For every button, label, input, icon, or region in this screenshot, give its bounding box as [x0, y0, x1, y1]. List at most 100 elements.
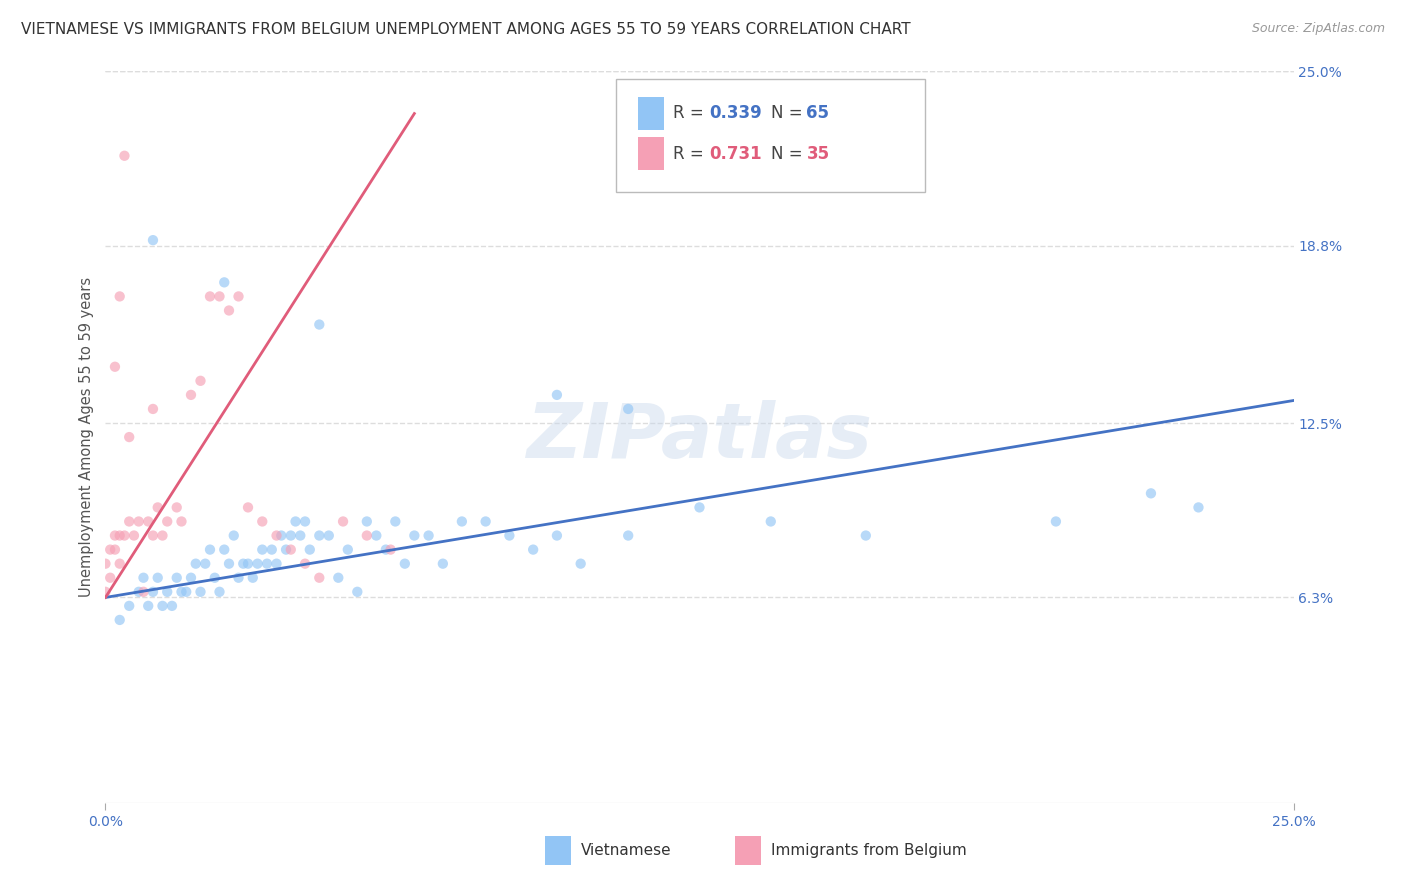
FancyBboxPatch shape: [546, 836, 571, 865]
Point: [266, 557, 288, 571]
Point: [318, 528, 340, 542]
Point: [104, 359, 127, 374]
Point: [184, 557, 207, 571]
Point: [94, 557, 117, 571]
Point: [166, 500, 188, 515]
Text: 0.731: 0.731: [709, 145, 762, 162]
Point: [1140, 486, 1163, 500]
Point: [108, 528, 131, 542]
FancyBboxPatch shape: [735, 836, 761, 865]
Point: [142, 584, 165, 599]
Point: [114, 528, 136, 542]
Point: [104, 542, 127, 557]
Point: [759, 515, 782, 529]
Point: [236, 557, 259, 571]
Point: [108, 557, 131, 571]
Text: R =: R =: [673, 104, 710, 122]
Point: [246, 557, 269, 571]
Point: [356, 528, 378, 542]
Point: [222, 528, 245, 542]
Point: [146, 571, 169, 585]
Point: [617, 401, 640, 416]
Point: [170, 515, 193, 529]
Point: [170, 584, 193, 599]
Point: [394, 557, 416, 571]
Point: [228, 289, 250, 303]
Point: [118, 599, 141, 613]
Text: R =: R =: [673, 145, 710, 162]
Point: [242, 571, 264, 585]
Point: [380, 542, 402, 557]
Point: [190, 584, 212, 599]
Point: [198, 289, 221, 303]
Point: [252, 542, 274, 557]
Text: VIETNAMESE VS IMMIGRANTS FROM BELGIUM UNEMPLOYMENT AMONG AGES 55 TO 59 YEARS COR: VIETNAMESE VS IMMIGRANTS FROM BELGIUM UN…: [21, 22, 911, 37]
Point: [432, 557, 454, 571]
Point: [404, 528, 426, 542]
Point: [232, 557, 254, 571]
Point: [118, 430, 141, 444]
Point: [108, 289, 131, 303]
Point: [142, 233, 165, 247]
Point: [280, 542, 302, 557]
Point: [290, 528, 312, 542]
Point: [522, 542, 544, 557]
Text: 65: 65: [807, 104, 830, 122]
Text: 0.339: 0.339: [709, 104, 762, 122]
Point: [498, 528, 520, 542]
Point: [260, 542, 283, 557]
Point: [332, 515, 354, 529]
Point: [142, 401, 165, 416]
Point: [689, 500, 711, 515]
Point: [546, 388, 568, 402]
Point: [256, 557, 278, 571]
Point: [280, 528, 302, 542]
Point: [118, 515, 141, 529]
Text: Vietnamese: Vietnamese: [581, 843, 671, 858]
Point: [136, 515, 159, 529]
Point: [356, 515, 378, 529]
Point: [132, 571, 155, 585]
Point: [208, 584, 231, 599]
FancyBboxPatch shape: [638, 97, 664, 130]
Point: [114, 149, 136, 163]
Point: [94, 584, 117, 599]
Y-axis label: Unemployment Among Ages 55 to 59 years: Unemployment Among Ages 55 to 59 years: [79, 277, 94, 597]
Point: [174, 584, 197, 599]
Point: [236, 500, 259, 515]
Point: [214, 276, 236, 290]
Point: [98, 571, 121, 585]
Point: [122, 528, 145, 542]
Point: [98, 542, 121, 557]
Point: [366, 528, 388, 542]
Point: [1187, 500, 1209, 515]
Point: [132, 584, 155, 599]
Point: [274, 542, 297, 557]
Point: [194, 557, 217, 571]
Point: [180, 388, 202, 402]
Text: ZIPatlas: ZIPatlas: [526, 401, 873, 474]
Point: [152, 528, 174, 542]
Point: [152, 599, 174, 613]
Point: [294, 557, 316, 571]
Point: [198, 542, 221, 557]
Point: [569, 557, 592, 571]
Point: [474, 515, 496, 529]
Point: [1045, 515, 1067, 529]
Point: [617, 528, 640, 542]
Point: [218, 303, 240, 318]
Point: [284, 515, 307, 529]
Point: [180, 571, 202, 585]
Point: [204, 571, 226, 585]
Point: [156, 584, 179, 599]
Point: [108, 613, 131, 627]
Point: [190, 374, 212, 388]
Point: [308, 528, 330, 542]
Point: [142, 528, 165, 542]
Point: [384, 515, 406, 529]
Point: [156, 515, 179, 529]
Point: [208, 289, 231, 303]
Point: [136, 599, 159, 613]
Point: [270, 528, 292, 542]
Point: [546, 528, 568, 542]
